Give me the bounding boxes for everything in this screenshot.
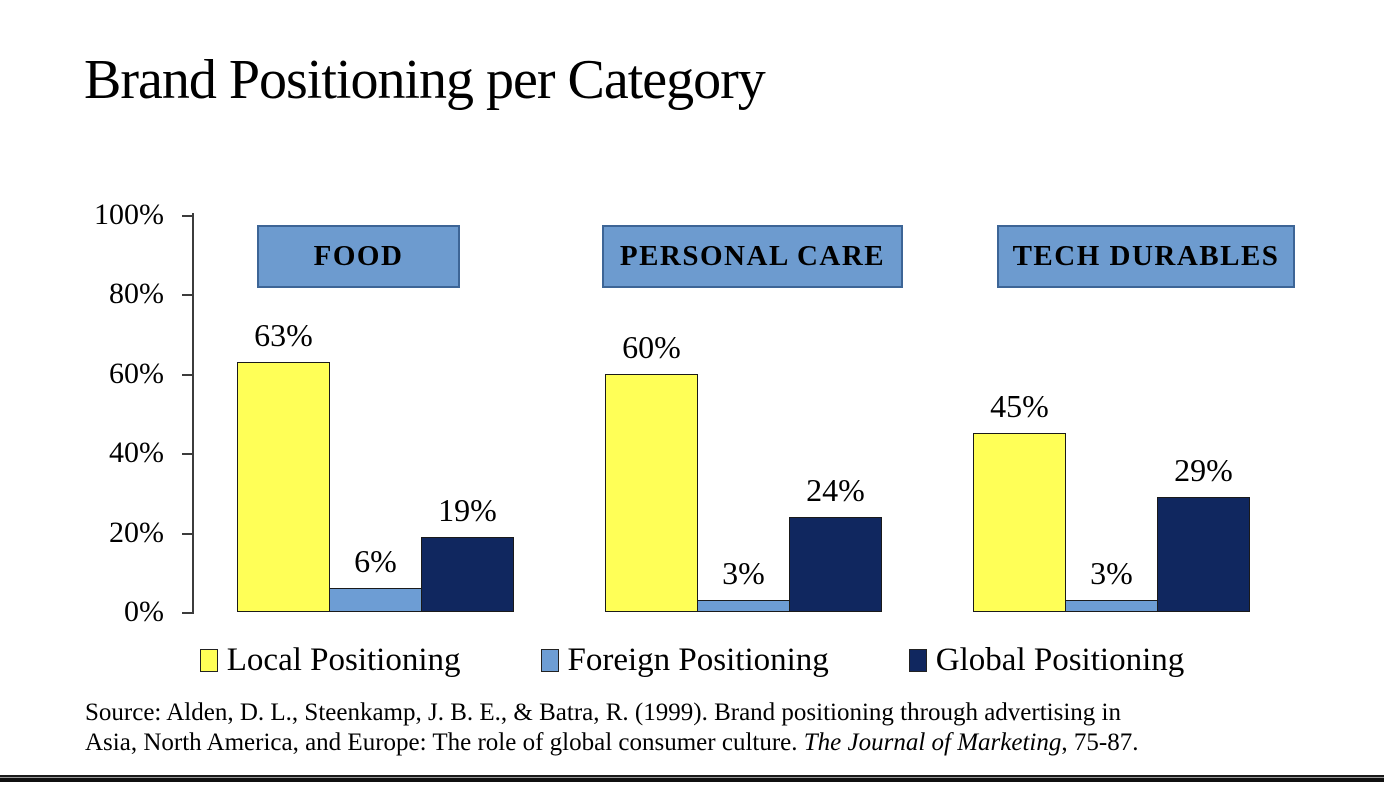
value-label: 63% <box>254 317 313 353</box>
bar-global-food <box>421 537 514 612</box>
source-pages: , 75-87. <box>1061 729 1139 756</box>
y-axis-line <box>192 213 194 614</box>
y-axis-tick-label: 0% <box>124 595 164 628</box>
bar-global-personal-care <box>789 517 882 612</box>
legend-label: Global Positioning <box>935 642 1185 678</box>
value-label: 60% <box>622 329 681 365</box>
value-label: 29% <box>1174 452 1233 488</box>
value-label: 6% <box>354 543 397 579</box>
y-axis-tick-label: 40% <box>109 436 164 470</box>
bar-local-personal-care <box>605 374 698 612</box>
category-header-tech-durables: TECH DURABLES <box>997 225 1295 288</box>
bottom-rule <box>0 775 1384 782</box>
y-axis-tick <box>182 453 192 456</box>
category-header-label: FOOD <box>313 240 404 272</box>
value-label: 45% <box>990 388 1049 424</box>
y-axis-tick-label: 80% <box>109 277 164 311</box>
legend-label: Foreign Positioning <box>567 642 829 678</box>
y-axis-tick <box>182 215 192 217</box>
y-axis-tick <box>182 532 192 535</box>
bar-foreign-tech-durables <box>1065 600 1158 612</box>
legend-item-local-positioning: Local Positioning <box>199 642 461 679</box>
y-axis-tick-label: 60% <box>109 356 164 390</box>
category-header-food: FOOD <box>257 225 460 288</box>
category-header-label: PERSONAL CARE <box>619 240 886 272</box>
bar-foreign-personal-care <box>697 600 790 612</box>
bar-foreign-food <box>329 588 422 612</box>
source-text: Source: Alden, D. L., Steenkamp, J. B. E… <box>85 699 1121 756</box>
foreign-positioning-swatch <box>540 649 559 672</box>
local-positioning-swatch <box>199 649 218 672</box>
value-label: 19% <box>438 492 497 528</box>
y-axis-tick <box>182 294 192 297</box>
y-axis-tick-label: 20% <box>109 515 164 549</box>
bar-global-tech-durables <box>1157 497 1250 612</box>
y-axis-tick-label: 100% <box>94 198 164 231</box>
source-journal-name: The Journal of Marketing <box>803 729 1062 756</box>
value-label: 3% <box>722 555 765 591</box>
y-axis-tick <box>182 612 192 614</box>
page-title: Brand Positioning per Category <box>84 49 766 111</box>
bar-local-tech-durables <box>973 433 1066 612</box>
category-header-personal-care: PERSONAL CARE <box>602 225 903 288</box>
source-citation: Source: Alden, D. L., Steenkamp, J. B. E… <box>85 698 1170 758</box>
bar-local-food <box>237 362 330 612</box>
legend-item-foreign-positioning: Foreign Positioning <box>540 642 829 679</box>
legend-label: Local Positioning <box>226 642 461 678</box>
value-label: 3% <box>1090 555 1133 591</box>
y-axis-tick <box>182 373 192 376</box>
value-label: 24% <box>806 472 865 508</box>
legend: Local Positioning Foreign Positioning Glob… <box>0 642 1384 679</box>
legend-item-global-positioning: Global Positioning <box>908 642 1185 679</box>
global-positioning-swatch <box>908 649 927 672</box>
category-header-label: TECH DURABLES <box>1012 240 1280 272</box>
